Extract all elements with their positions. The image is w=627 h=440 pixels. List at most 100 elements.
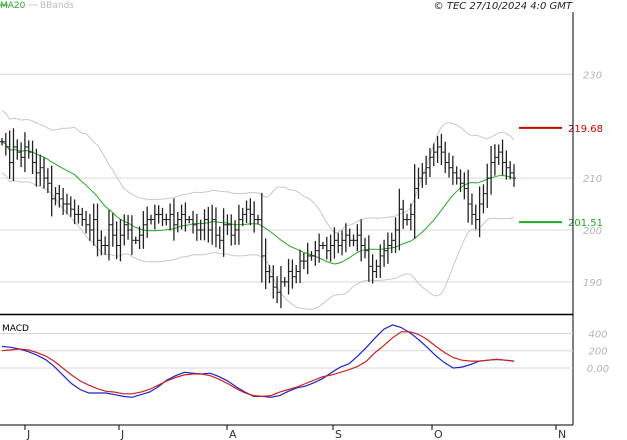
- price-bar: [106, 209, 111, 261]
- price-bar: [152, 204, 157, 230]
- price-bar: [450, 155, 455, 185]
- price-bar: [194, 213, 199, 241]
- price-bar: [141, 211, 146, 249]
- price-bar: [374, 259, 379, 279]
- price-bars: [0, 128, 516, 309]
- price-bar: [496, 144, 501, 165]
- price-bar: [443, 141, 448, 173]
- price-bar: [57, 184, 62, 208]
- macd-title: MACD: [2, 324, 29, 334]
- price-bar: [305, 242, 310, 275]
- price-bar: [397, 188, 402, 251]
- price-bar: [340, 230, 345, 256]
- resistance-level-label: 219.68: [568, 124, 603, 135]
- price-bar: [42, 157, 47, 189]
- price-bar: [412, 164, 417, 239]
- price-bar: [355, 224, 360, 252]
- price-bar: [22, 132, 27, 173]
- price-bar: [332, 227, 337, 259]
- price-bar: [126, 214, 131, 240]
- price-bar: [30, 140, 35, 175]
- macd-signal-line: [1, 331, 515, 398]
- price-bar: [191, 210, 196, 234]
- price-bar: [160, 207, 165, 227]
- price-bar: [477, 186, 482, 238]
- price-bar: [183, 202, 188, 232]
- price-bar: [370, 254, 375, 284]
- price-bar: [431, 143, 436, 167]
- price-bar: [110, 213, 115, 247]
- price-bar: [416, 167, 421, 199]
- price-bar: [99, 230, 104, 256]
- price-bar: [473, 204, 478, 230]
- price-bar: [286, 258, 291, 295]
- price-bar: [439, 133, 444, 166]
- price-bar: [26, 140, 31, 159]
- price-bar: [263, 238, 268, 290]
- price-bar: [19, 142, 24, 168]
- x-tick-label: J: [120, 428, 124, 440]
- price-bar: [87, 213, 92, 241]
- price-bar: [454, 166, 459, 185]
- macd-lines: [1, 324, 515, 398]
- price-bar: [328, 234, 333, 262]
- price-y-tick-label: 210: [583, 174, 602, 185]
- price-bar: [103, 236, 108, 255]
- price-bar: [61, 187, 66, 215]
- price-bar: [462, 172, 467, 200]
- price-bar: [164, 213, 169, 226]
- price-bar: [118, 219, 123, 262]
- price-bar: [362, 237, 367, 259]
- price-bar: [301, 253, 306, 270]
- price-panel: 219.68 201.51 230 210 200 190: [0, 12, 603, 313]
- price-bar: [95, 203, 100, 257]
- price-bar: [217, 226, 222, 250]
- macd-y-tick-label: 400: [588, 330, 607, 341]
- price-bar: [171, 198, 176, 241]
- price-bar: [504, 150, 509, 180]
- price-bar: [137, 226, 142, 250]
- price-bar: [317, 233, 322, 263]
- price-bar: [68, 196, 73, 217]
- macd-macd-line: [1, 324, 515, 398]
- macd-y-axis: 400 200 0.00: [587, 330, 609, 375]
- x-tick-label: J: [26, 428, 30, 440]
- price-bar: [259, 192, 264, 283]
- x-tick-label: O: [434, 428, 443, 440]
- price-bar: [313, 240, 318, 266]
- price-bar: [508, 161, 513, 180]
- price-bar: [0, 138, 4, 146]
- price-bar: [389, 232, 394, 254]
- price-bar: [221, 208, 226, 257]
- price-bar: [382, 239, 387, 267]
- price-bar: [324, 236, 329, 260]
- price-bar: [248, 198, 253, 226]
- bband-lower-line: [1, 172, 515, 310]
- price-bar: [469, 193, 474, 225]
- price-bar: [290, 259, 295, 289]
- price-bar: [122, 214, 127, 246]
- price-bar: [179, 204, 184, 230]
- price-bar: [114, 221, 119, 260]
- price-bar: [156, 205, 161, 224]
- price-panel-frame: [0, 12, 573, 313]
- price-bar: [11, 128, 16, 182]
- macd-grid: [0, 333, 573, 369]
- legend-ma20-label: MA20: [0, 1, 26, 11]
- price-bar: [225, 214, 230, 236]
- price-bar: [252, 201, 257, 233]
- price-bar: [309, 251, 314, 261]
- price-bar: [424, 155, 429, 185]
- macd-y-tick-label: 0.00: [587, 364, 609, 375]
- price-bar: [84, 210, 89, 234]
- macd-panel: MACD 400 200 0.00: [0, 324, 609, 398]
- price-bar: [49, 165, 54, 217]
- price-bar: [168, 203, 173, 231]
- price-bar: [187, 215, 192, 224]
- price-bar: [378, 244, 383, 278]
- price-bar: [278, 265, 283, 309]
- price-bar: [275, 276, 280, 304]
- price-bar: [447, 152, 452, 178]
- price-bar: [53, 187, 58, 206]
- price-bar: [481, 184, 486, 214]
